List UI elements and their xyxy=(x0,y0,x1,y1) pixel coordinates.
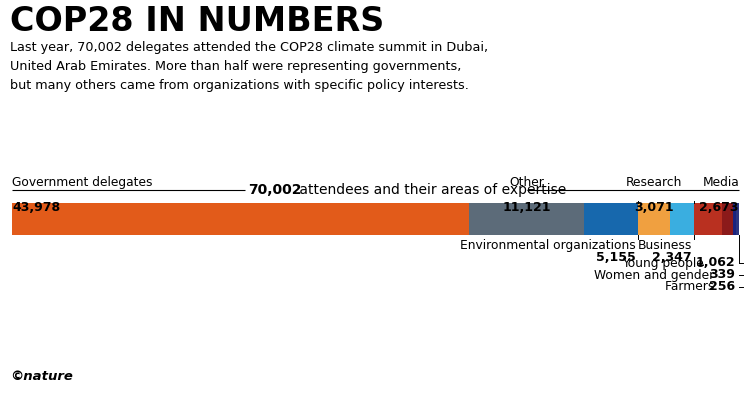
Text: Women and gender: Women and gender xyxy=(594,269,719,282)
Bar xyxy=(12,203,469,235)
Bar xyxy=(736,203,739,235)
Text: Environmental organizations: Environmental organizations xyxy=(460,239,636,252)
Bar xyxy=(722,203,733,235)
Text: 2,347: 2,347 xyxy=(653,251,692,264)
Text: Farmers: Farmers xyxy=(665,280,719,293)
Text: 5,155: 5,155 xyxy=(596,251,636,264)
Bar xyxy=(469,203,584,235)
Text: ©nature: ©nature xyxy=(10,370,73,383)
Bar xyxy=(638,203,670,235)
Text: Young people: Young people xyxy=(622,256,707,269)
Bar xyxy=(733,203,736,235)
Text: 339: 339 xyxy=(709,269,735,282)
Bar xyxy=(694,203,722,235)
Text: 256: 256 xyxy=(709,280,735,293)
Text: Last year, 70,002 delegates attended the COP28 climate summit in Dubai,
United A: Last year, 70,002 delegates attended the… xyxy=(10,41,488,92)
Text: Media: Media xyxy=(702,176,739,189)
Text: 70,002: 70,002 xyxy=(248,183,301,197)
Text: COP28 IN NUMBERS: COP28 IN NUMBERS xyxy=(10,5,385,38)
Text: 43,978: 43,978 xyxy=(12,201,60,214)
Bar xyxy=(584,203,638,235)
Text: 2,673: 2,673 xyxy=(699,201,739,214)
Text: 11,121: 11,121 xyxy=(502,201,550,214)
Text: Other: Other xyxy=(509,176,544,189)
Text: Government delegates: Government delegates xyxy=(12,176,152,189)
Text: Research: Research xyxy=(626,176,682,189)
Text: Business: Business xyxy=(638,239,692,252)
Text: 1,062: 1,062 xyxy=(695,256,735,269)
Bar xyxy=(670,203,694,235)
Text: 3,071: 3,071 xyxy=(634,201,674,214)
Text: attendees and their areas of expertise: attendees and their areas of expertise xyxy=(295,183,566,197)
